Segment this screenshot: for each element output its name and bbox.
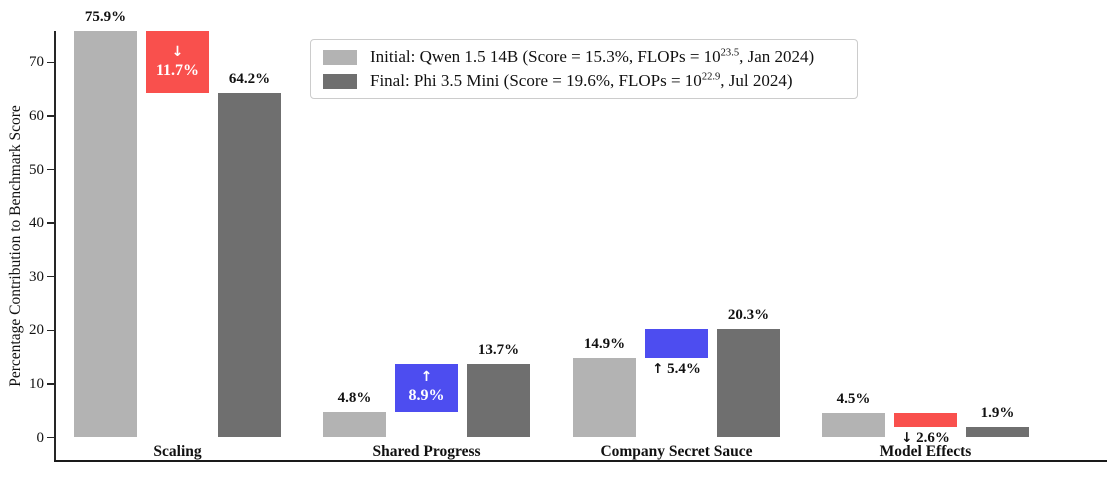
value-label-initial-model-effects: 4.5%: [836, 391, 871, 408]
bar-final-scaling: [218, 93, 281, 438]
y-tick-mark-60: [47, 115, 54, 117]
change-arrow-icon: ↑: [652, 360, 664, 377]
change-value: 8.9%: [408, 387, 445, 405]
value-label-final-shared-progress: 13.7%: [477, 342, 520, 359]
bar-change-shared-progress: [395, 364, 458, 412]
change-label-company-secret-sauce: ↑ 5.4%: [652, 361, 701, 378]
bar-change-model-effects: [894, 413, 957, 428]
y-tick-label-50: 50: [29, 161, 44, 178]
x-category-label-shared-progress: Shared Progress: [372, 443, 481, 460]
change-value: 5.4%: [663, 360, 701, 377]
change-value: 2.6%: [912, 430, 950, 447]
legend-swatch-initial: [323, 49, 357, 65]
legend-item-final: Final: Phi 3.5 Mini (Score = 19.6%, FLOP…: [323, 71, 857, 91]
value-label-final-model-effects: 1.9%: [980, 405, 1015, 422]
y-tick-label-70: 70: [29, 54, 44, 71]
change-arrow-icon: ↓: [171, 43, 184, 60]
y-tick-mark-10: [47, 383, 54, 385]
legend-label-final-exponent: 22.9: [701, 71, 721, 83]
change-arrow-icon: ↓: [901, 430, 913, 447]
change-value: 11.7%: [155, 61, 200, 79]
value-label-initial-scaling: 75.9%: [84, 8, 127, 25]
legend-label-final: Final: Phi 3.5 Mini (Score = 19.6%, FLOP…: [370, 71, 793, 91]
legend-label-initial-suffix: , Jan 2024): [739, 47, 815, 66]
y-tick-mark-20: [47, 329, 54, 332]
y-tick-label-20: 20: [29, 322, 44, 339]
y-tick-mark-30: [47, 275, 54, 278]
y-tick-label-0: 0: [36, 429, 45, 446]
x-axis-line: [54, 460, 1107, 462]
legend: Initial: Qwen 1.5 14B (Score = 15.3%, FL…: [310, 39, 858, 99]
y-axis-label: Percentage Contribution to Benchmark Sco…: [7, 105, 24, 387]
bar-change-scaling: [146, 30, 209, 94]
legend-label-initial: Initial: Qwen 1.5 14B (Score = 15.3%, FL…: [370, 47, 814, 67]
change-arrow-icon: ↑: [420, 369, 433, 386]
value-label-final-company-secret-sauce: 20.3%: [727, 306, 770, 323]
y-tick-label-40: 40: [29, 215, 44, 232]
value-label-initial-shared-progress: 4.8%: [337, 389, 372, 406]
bar-final-company-secret-sauce: [717, 328, 780, 438]
value-label-initial-company-secret-sauce: 14.9%: [583, 335, 626, 352]
y-tick-mark-0: [47, 436, 54, 439]
change-label-shared-progress: ↑ 8.9%: [395, 364, 458, 412]
y-tick-label-10: 10: [29, 375, 44, 392]
bar-initial-company-secret-sauce: [573, 357, 636, 438]
x-category-label-company-secret-sauce: Company Secret Sauce: [600, 443, 753, 460]
legend-label-final-suffix: , Jul 2024): [720, 71, 793, 90]
x-category-label-model-effects: Model Effects: [879, 443, 972, 460]
y-tick-mark-50: [47, 168, 54, 171]
y-tick-mark-40: [47, 222, 54, 224]
change-label-model-effects: ↓ 2.6%: [901, 430, 950, 447]
y-tick-label-60: 60: [29, 107, 44, 124]
y-tick-mark-70: [47, 61, 54, 64]
x-category-label-scaling: Scaling: [153, 443, 202, 460]
bar-change-company-secret-sauce: [645, 328, 708, 358]
legend-swatch-final: [323, 73, 357, 89]
change-label-scaling: ↓ 11.7%: [146, 31, 209, 94]
y-tick-label-30: 30: [29, 268, 44, 285]
bar-final-model-effects: [966, 427, 1029, 438]
legend-item-initial: Initial: Qwen 1.5 14B (Score = 15.3%, FL…: [323, 47, 857, 67]
legend-label-initial-text: Initial: Qwen 1.5 14B (Score = 15.3%, FL…: [370, 47, 721, 66]
bar-initial-model-effects: [822, 413, 885, 438]
value-label-final-scaling: 64.2%: [228, 71, 271, 88]
bar-final-shared-progress: [467, 364, 530, 438]
legend-label-final-text: Final: Phi 3.5 Mini (Score = 19.6%, FLOP…: [370, 71, 702, 90]
bar-initial-scaling: [74, 30, 137, 438]
bar-initial-shared-progress: [323, 411, 386, 438]
legend-label-initial-exponent: 23.5: [720, 47, 740, 59]
y-axis-line: [54, 31, 56, 461]
